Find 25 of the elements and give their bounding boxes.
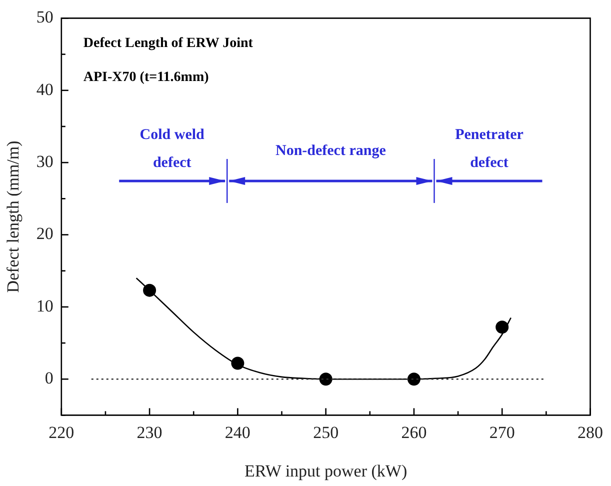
x-tick-label: 220 [48, 422, 74, 442]
y-tick-label: 40 [36, 80, 54, 99]
point [231, 356, 244, 370]
point [496, 320, 509, 334]
x-tick-label: 260 [401, 422, 427, 442]
y-tick-label: 30 [36, 152, 54, 172]
text: Defect Length of ERW Joint [83, 36, 254, 52]
x-tick-label: 230 [136, 422, 162, 442]
text: API-X70 (t=11.6mm) [83, 70, 210, 86]
annotation: Cold weld defect [140, 126, 206, 171]
x-tick-label: 280 [578, 422, 603, 442]
y-tick-label: 50 [36, 8, 54, 27]
x-tick-label: 250 [313, 422, 339, 442]
y-tick-label: 10 [36, 296, 54, 316]
x-tick-label: 270 [489, 422, 515, 442]
y-tick-label: 20 [36, 224, 54, 244]
x-tick-label: 240 [224, 422, 250, 442]
point [143, 284, 156, 297]
annotation: Penetrater defect [455, 126, 524, 171]
point [407, 372, 420, 386]
point [319, 372, 332, 386]
x-axis-title: ERW input power (kW) [244, 461, 408, 480]
y-axis-title: Defect length (mm/m) [4, 140, 23, 293]
annotation: Non-defect range [275, 142, 386, 159]
y-tick-label: 0 [44, 368, 54, 388]
